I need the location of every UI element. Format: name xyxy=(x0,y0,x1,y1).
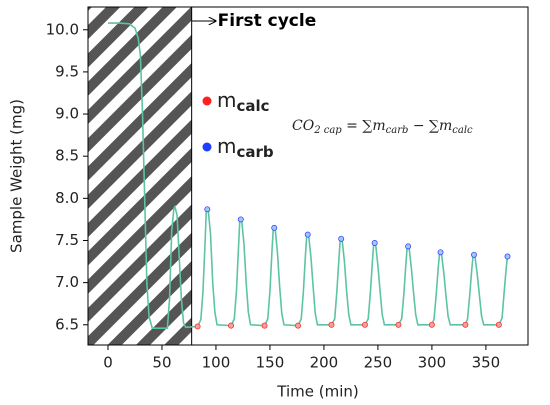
x-tick-label: 200 xyxy=(310,354,339,372)
data-point xyxy=(228,322,235,329)
legend-label: mcarb xyxy=(217,134,274,161)
x-tick-label: 300 xyxy=(418,354,447,372)
data-point xyxy=(304,231,311,238)
data-point xyxy=(371,240,378,246)
legend-marker xyxy=(202,96,212,106)
legend-sub: calc xyxy=(236,97,269,115)
y-tick-label: 7.5 xyxy=(55,231,79,249)
y-tick-label: 8.0 xyxy=(55,189,79,207)
data-point xyxy=(194,323,201,330)
data-point xyxy=(395,321,402,328)
y-tick-label: 9.0 xyxy=(55,105,79,123)
equation: CO2 cap = ∑mcarb − ∑mcalc xyxy=(292,118,473,136)
data-point xyxy=(437,249,444,256)
equation-sub: 2 cap xyxy=(313,125,342,136)
x-tick-label: 50 xyxy=(152,354,171,372)
legend-sub: carb xyxy=(236,143,273,161)
data-point xyxy=(328,321,335,328)
x-tick-label: 100 xyxy=(202,354,231,372)
hatched-region xyxy=(88,7,192,345)
x-tick-label: 0 xyxy=(103,354,113,372)
equation-sub: carb xyxy=(386,125,409,136)
data-point xyxy=(261,322,268,329)
y-tick-label: 7.0 xyxy=(55,273,79,291)
data-point xyxy=(204,206,211,213)
legend-label: mcalc xyxy=(217,88,270,115)
data-point xyxy=(428,321,435,328)
x-tick-label: 150 xyxy=(256,354,285,372)
y-tick-label: 8.5 xyxy=(55,147,79,165)
equation-text: CO xyxy=(292,118,315,134)
data-point xyxy=(295,322,301,329)
y-tick-label: 10.0 xyxy=(46,20,79,38)
data-point xyxy=(462,321,469,328)
legend-marker xyxy=(202,142,212,152)
y-axis-label: Sample Weight (mg) xyxy=(8,99,26,253)
equation-text: = ∑m xyxy=(342,118,386,134)
plot-frame xyxy=(87,6,529,346)
legend-base: m xyxy=(217,88,236,112)
data-point xyxy=(471,251,477,258)
y-tick-label: 6.5 xyxy=(55,315,79,333)
data-point xyxy=(237,216,244,223)
y-tick-label: 9.5 xyxy=(55,62,79,80)
x-tick-label: 250 xyxy=(364,354,393,372)
equation-text: − ∑m xyxy=(408,118,452,134)
data-point xyxy=(504,253,511,260)
equation-sub: calc xyxy=(452,125,473,136)
data-point xyxy=(405,243,412,250)
x-tick-label: 350 xyxy=(472,354,501,372)
data-point xyxy=(495,321,502,328)
data-point xyxy=(338,235,345,242)
data-point xyxy=(362,321,368,328)
legend-base: m xyxy=(217,134,236,158)
x-axis-label: Time (min) xyxy=(276,383,358,401)
annotation: First cycle xyxy=(218,11,317,31)
data-point xyxy=(271,224,278,231)
